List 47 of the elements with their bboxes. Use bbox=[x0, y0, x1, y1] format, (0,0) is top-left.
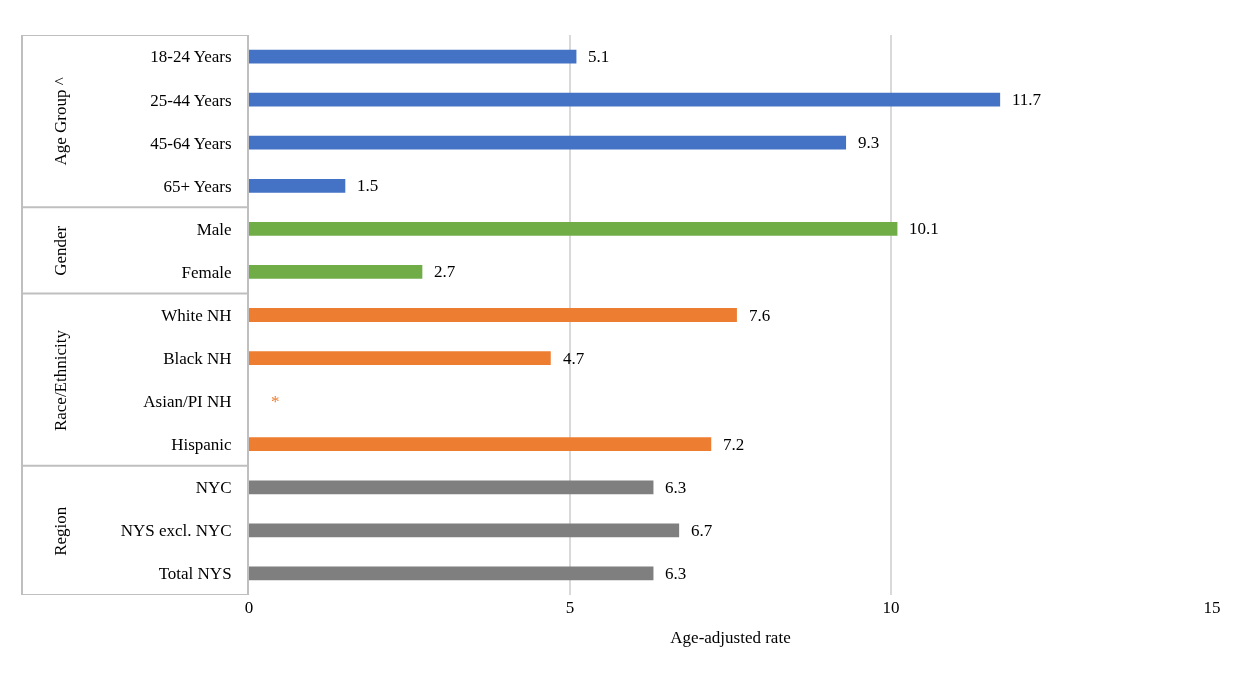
y-tick-label: 25-44 Years bbox=[150, 90, 232, 110]
text: Gender bbox=[51, 225, 71, 276]
data-label: 2.7 bbox=[434, 262, 456, 281]
data-label: 5.1 bbox=[588, 47, 610, 66]
y-tick-label: Hispanic bbox=[171, 435, 233, 455]
y-tick-label: NYS excl. NYC bbox=[120, 521, 232, 541]
data-label: 6.3 bbox=[665, 478, 687, 497]
y-tick-label: NYC bbox=[195, 478, 232, 498]
bar bbox=[249, 265, 423, 279]
bar bbox=[249, 92, 1001, 107]
y-tick-label: Total NYS bbox=[158, 564, 232, 584]
bar bbox=[249, 351, 551, 365]
data-label: 9.3 bbox=[858, 133, 880, 152]
data-label: 1.5 bbox=[357, 176, 379, 195]
data-label: 7.6 bbox=[749, 306, 771, 325]
bar bbox=[249, 308, 737, 322]
bar bbox=[249, 221, 898, 236]
bar bbox=[249, 480, 654, 495]
y-tick-label: 65+ Years bbox=[163, 176, 232, 196]
bar bbox=[249, 49, 577, 64]
data-label: 11.7 bbox=[1012, 90, 1042, 109]
text: Age Group ^ bbox=[51, 77, 71, 166]
bar bbox=[249, 135, 847, 150]
x-tick-label: 10 bbox=[882, 598, 900, 617]
bar bbox=[249, 566, 654, 581]
data-label: 6.7 bbox=[691, 521, 713, 540]
x-tick-label: 5 bbox=[565, 598, 575, 617]
data-label: 7.2 bbox=[723, 435, 745, 454]
text: Region bbox=[51, 506, 71, 556]
text: * bbox=[271, 392, 280, 411]
x-tick-label: 0 bbox=[244, 598, 254, 617]
data-label: 4.7 bbox=[563, 349, 585, 368]
x-tick-label: 15 bbox=[1203, 598, 1221, 617]
text: Race/Ethnicity bbox=[50, 329, 70, 432]
bar bbox=[249, 437, 712, 452]
y-tick-label: 18-24 Years bbox=[150, 47, 232, 67]
y-tick-label: 45-64 Years bbox=[150, 133, 232, 153]
y-tick-label: Female bbox=[181, 262, 232, 282]
data-label: 6.3 bbox=[665, 564, 687, 583]
y-tick-label: Male bbox=[196, 219, 232, 239]
data-label: 10.1 bbox=[909, 219, 939, 238]
x-axis-title: Age-adjusted rate bbox=[670, 628, 791, 648]
y-tick-label: White NH bbox=[161, 305, 232, 325]
bar bbox=[249, 178, 346, 193]
bar bbox=[249, 523, 680, 538]
y-tick-label: Black NH bbox=[163, 349, 232, 369]
y-tick-label: Asian/PI NH bbox=[143, 392, 232, 412]
